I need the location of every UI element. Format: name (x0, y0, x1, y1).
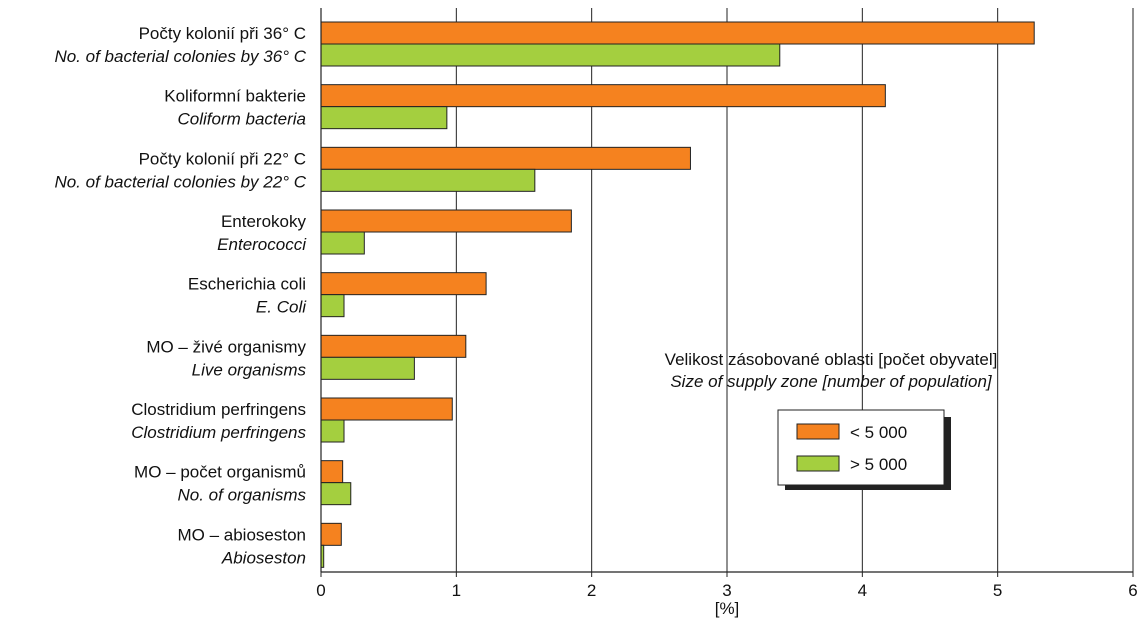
legend-swatch-large-zone (796, 455, 840, 472)
x-tick-label-6: 6 (1128, 581, 1137, 600)
category-label-en-5: E. Coli (256, 298, 307, 317)
x-tick-label-4: 4 (858, 581, 867, 600)
category-label-cz-3: Počty kolonií při 22° C (139, 149, 306, 168)
bar-small-zone-3 (320, 146, 691, 170)
bar-small-zone-9 (320, 522, 342, 546)
category-label-cz-4: Enterokoky (221, 212, 307, 231)
bar-small-zone-2 (320, 84, 886, 108)
x-tick-label-0: 0 (316, 581, 325, 600)
legend-box (777, 409, 945, 486)
category-label-en-1: No. of bacterial colonies by 36° C (54, 47, 306, 66)
bar-large-zone-2 (320, 106, 448, 130)
bar-large-zone-8 (320, 482, 352, 506)
x-axis: 0 1 2 3 4 5 6 (316, 8, 1138, 600)
bar-large-zone-3 (320, 168, 536, 192)
x-tick-label-5: 5 (993, 581, 1002, 600)
category-label-en-6: Live organisms (192, 360, 307, 379)
x-tick-label-3: 3 (722, 581, 731, 600)
x-tick-label-2: 2 (587, 581, 596, 600)
bar-large-zone-5 (320, 294, 345, 318)
category-label-en-3: No. of bacterial colonies by 22° C (54, 172, 306, 191)
legend: < 5 000 > 5 000 (777, 409, 951, 490)
legend-caption: Velikost zásobované oblasti [počet obyva… (665, 350, 998, 391)
category-label-cz-5: Escherichia coli (188, 275, 306, 294)
category-label-cz-1: Počty kolonií při 36° C (139, 24, 306, 43)
category-label-cz-7: Clostridium perfringens (131, 400, 306, 419)
legend-label-small-zone: < 5 000 (850, 423, 907, 442)
bar-large-zone-4 (320, 231, 365, 255)
bar-large-zone-1 (320, 43, 781, 67)
legend-swatch-small-zone (796, 423, 840, 440)
bar-small-zone-5 (320, 272, 487, 296)
category-label-en-2: Coliform bacteria (178, 110, 307, 129)
legend-subtitle: Size of supply zone [number of populatio… (670, 372, 993, 391)
x-tick-label-1: 1 (452, 581, 461, 600)
bar-small-zone-6 (320, 334, 467, 358)
bar-small-zone-7 (320, 397, 453, 421)
category-label-cz-2: Koliformní bakterie (164, 87, 306, 106)
legend-label-large-zone: > 5 000 (850, 455, 907, 474)
category-label-en-4: Enterococci (217, 235, 307, 254)
category-labels: Počty kolonií při 36° C No. of bacterial … (54, 24, 307, 567)
category-label-cz-6: MO – živé organismy (146, 337, 306, 356)
bar-large-zone-6 (320, 356, 415, 380)
bar-small-zone-4 (320, 209, 572, 233)
category-label-cz-9: MO – abioseston (177, 525, 306, 544)
bar-small-zone-8 (320, 460, 344, 484)
x-axis-label: [%] (715, 599, 740, 618)
bar-small-zone-1 (320, 21, 1035, 45)
category-label-cz-8: MO – počet organismů (134, 463, 306, 482)
category-label-en-9: Abioseston (221, 548, 306, 567)
bar-large-zone-7 (320, 419, 345, 443)
legend-title: Velikost zásobované oblasti [počet obyva… (665, 350, 998, 369)
category-label-en-7: Clostridium perfringens (131, 423, 306, 442)
category-label-en-8: No. of organisms (178, 486, 307, 505)
